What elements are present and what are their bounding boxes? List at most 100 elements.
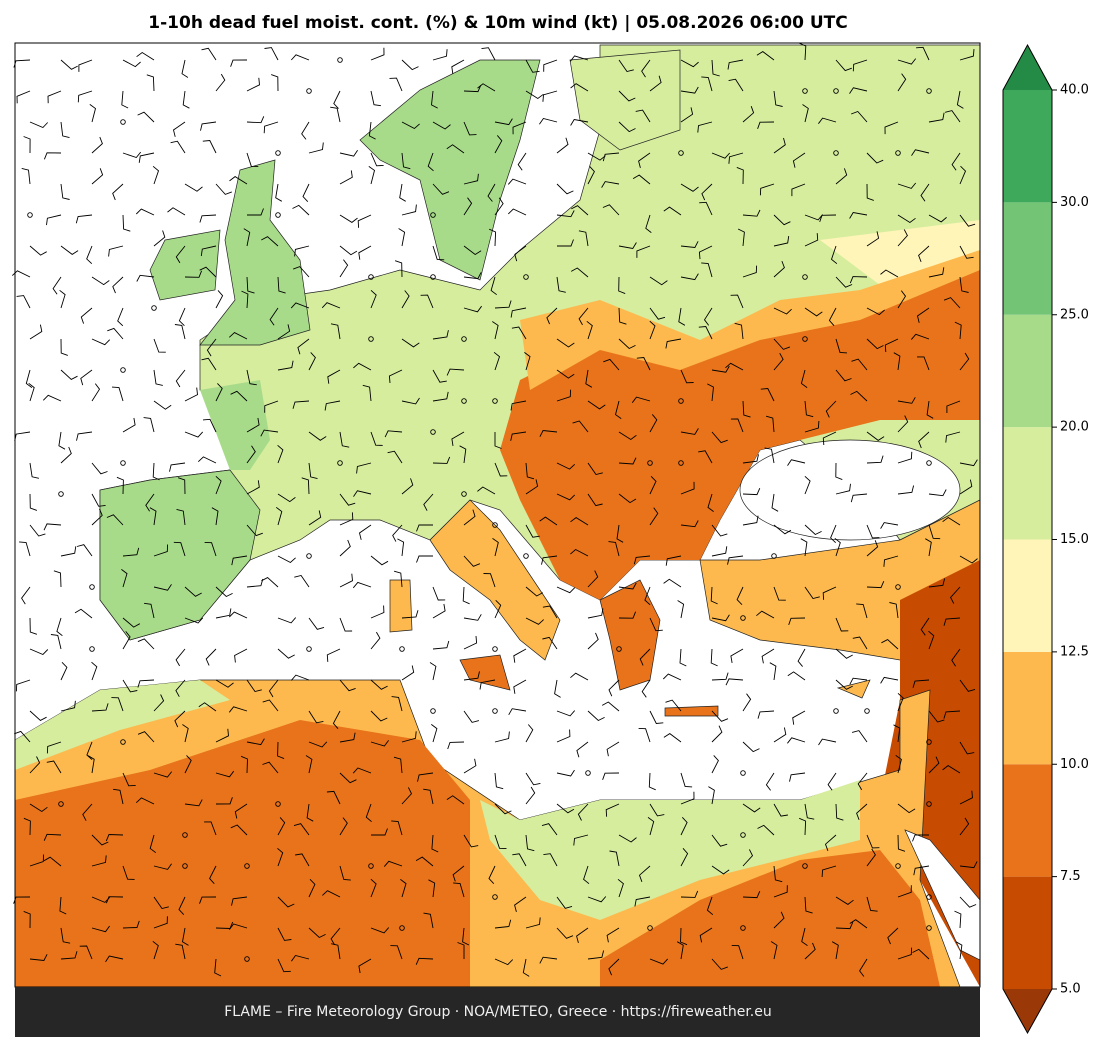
wind-barb xyxy=(149,834,157,854)
wind-barb xyxy=(246,417,260,433)
wind-barb xyxy=(91,925,110,933)
wind-barb xyxy=(525,462,535,480)
wind-barb xyxy=(849,919,868,929)
wind-barb xyxy=(828,307,837,326)
wind-barb xyxy=(60,661,68,681)
wind-barb xyxy=(490,276,497,296)
wind-barb xyxy=(799,817,807,836)
wind-barb xyxy=(60,121,70,139)
wind-barb xyxy=(308,142,324,154)
scandinavia xyxy=(359,59,541,281)
wind-barb xyxy=(570,119,589,126)
wind-barb xyxy=(23,817,31,836)
wind-barb xyxy=(954,321,962,340)
wind-barb xyxy=(525,586,544,597)
calm-wind xyxy=(275,212,281,218)
sicily xyxy=(459,654,511,691)
wind-barb xyxy=(339,150,358,157)
wind-barb xyxy=(432,603,446,619)
wind-barb xyxy=(773,137,786,154)
wind-barb xyxy=(358,958,372,974)
wind-barb xyxy=(391,696,403,712)
wind-barb xyxy=(330,323,341,340)
wind-barb xyxy=(138,152,155,163)
calm-wind xyxy=(337,460,343,466)
wind-barb xyxy=(46,760,62,774)
wind-barb xyxy=(432,456,451,464)
wind-barb xyxy=(432,640,450,650)
wind-barb xyxy=(388,369,403,384)
wind-barb xyxy=(446,144,465,154)
wind-barb xyxy=(394,260,403,278)
wind-barb xyxy=(416,555,433,563)
wind-barb xyxy=(339,512,354,526)
wind-barb xyxy=(431,90,438,109)
wind-barb xyxy=(556,729,571,743)
wind-barb xyxy=(383,860,403,867)
calm-wind xyxy=(275,801,281,807)
wind-barb xyxy=(106,514,124,526)
wind-barb xyxy=(572,420,589,433)
wind-barb xyxy=(889,602,899,619)
wind-barb xyxy=(618,59,634,73)
wind-barb xyxy=(322,890,341,898)
colorbar-tick-label: 40.0 xyxy=(1060,83,1089,98)
wind-barb xyxy=(91,855,107,867)
wind-barb xyxy=(29,803,48,813)
calm-wind xyxy=(926,739,932,745)
wind-barb xyxy=(959,790,973,805)
wind-barb xyxy=(866,581,885,589)
wind-barb xyxy=(91,834,109,846)
wind-barb xyxy=(339,170,353,185)
wind-barb xyxy=(912,834,930,842)
calm-wind xyxy=(926,460,932,466)
wind-barb xyxy=(728,78,744,92)
wind-barb xyxy=(587,896,607,903)
wind-barb xyxy=(401,204,417,216)
wind-barb xyxy=(800,369,808,388)
wind-barb xyxy=(215,728,229,743)
wind-barb xyxy=(277,741,285,760)
wind-barb xyxy=(463,197,473,216)
wind-barb xyxy=(916,307,930,323)
wind-barb xyxy=(608,958,620,976)
wind-barb xyxy=(757,824,775,836)
wind-barb xyxy=(393,570,403,588)
wind-barb xyxy=(773,307,792,315)
wind-barb xyxy=(711,152,731,159)
wind-barb xyxy=(959,459,978,467)
wind-barb xyxy=(52,276,62,295)
wind-barb xyxy=(135,208,155,216)
wind-barb xyxy=(525,772,541,786)
wind-barb xyxy=(80,307,93,324)
wind-barb xyxy=(293,266,310,278)
wind-barb xyxy=(143,417,155,433)
wind-barb xyxy=(583,865,590,885)
wind-barb xyxy=(122,865,135,880)
wind-barb xyxy=(819,214,837,223)
wind-barb xyxy=(787,671,806,681)
wind-barb xyxy=(339,732,356,743)
wind-barb xyxy=(13,896,31,904)
wind-barb xyxy=(271,74,279,92)
wind-barb xyxy=(432,49,448,61)
wind-barb xyxy=(176,508,186,526)
wind-barb xyxy=(82,803,93,821)
wind-barb xyxy=(587,462,603,476)
colorbar-extend-low xyxy=(1003,989,1052,1033)
calm-wind xyxy=(678,150,684,156)
wind-barb xyxy=(368,166,376,185)
wind-barb xyxy=(277,444,284,464)
wind-barb xyxy=(368,121,376,140)
calm-wind xyxy=(492,522,498,528)
wind-barb xyxy=(636,245,651,258)
wind-barb xyxy=(632,174,651,185)
wind-barb xyxy=(835,896,854,905)
wind-barb xyxy=(510,400,527,411)
wind-barb xyxy=(773,885,788,898)
wind-barb xyxy=(799,42,807,61)
wind-barb xyxy=(365,803,372,823)
wind-barb xyxy=(542,636,558,650)
wind-barb xyxy=(635,109,651,123)
wind-barb xyxy=(492,538,499,557)
